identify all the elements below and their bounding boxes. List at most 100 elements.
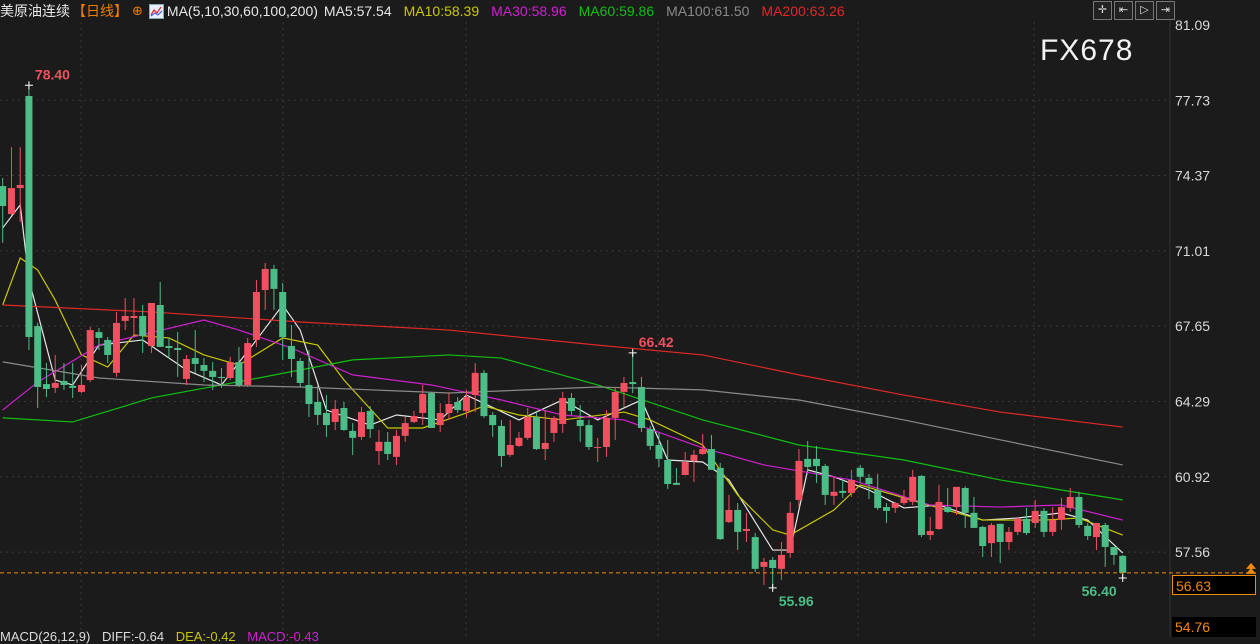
candle	[646, 425, 654, 450]
candle-body	[979, 526, 987, 547]
candle	[384, 432, 392, 461]
candle	[1066, 488, 1074, 512]
candle-body	[1005, 531, 1013, 542]
candle	[567, 393, 575, 415]
candle	[550, 416, 558, 442]
candle	[305, 350, 313, 417]
candle-body	[16, 184, 24, 189]
instrument-title: 美原油连续	[0, 3, 70, 19]
candle-body	[1031, 510, 1039, 523]
chart-header: 美原油连续 【日线】 ⊕ MA(5,10,30,60,100,200) MA5:…	[0, 0, 863, 22]
ma-line-ma100	[2, 361, 1123, 466]
candle	[401, 417, 409, 442]
candle-body	[576, 419, 584, 426]
candle-body	[821, 466, 829, 495]
candle-body	[725, 509, 733, 523]
candle-body	[322, 412, 330, 426]
candle-body	[961, 488, 969, 513]
candle	[830, 476, 838, 506]
candle	[909, 469, 917, 506]
candle-body	[130, 315, 138, 318]
candle-body	[182, 358, 190, 379]
jump-end-icon[interactable]: ⇥	[1156, 1, 1175, 20]
candle	[235, 346, 243, 387]
candle-body	[699, 449, 707, 454]
candle	[296, 358, 304, 387]
candle	[209, 362, 217, 390]
candle-body	[410, 416, 418, 422]
candle	[882, 503, 890, 523]
candle	[970, 496, 978, 528]
candle-body	[296, 361, 304, 383]
candle	[1031, 499, 1039, 528]
y-tick-label: 60.92	[1175, 469, 1210, 485]
candle-body	[86, 330, 94, 381]
jump-start-icon[interactable]: ⇤	[1114, 1, 1133, 20]
candle	[1110, 546, 1118, 565]
candle-body	[314, 401, 322, 415]
candle-body	[261, 268, 269, 290]
candles	[0, 85, 1127, 588]
candle	[419, 384, 427, 426]
candle-body	[681, 462, 689, 476]
candle-body	[515, 437, 523, 446]
candle-body	[174, 348, 182, 351]
ma-settings-icon[interactable]	[148, 3, 164, 19]
candle	[506, 419, 514, 457]
candle	[130, 298, 138, 338]
candle	[856, 464, 864, 483]
ma-value-ma30: MA30:58.96	[491, 3, 567, 19]
last-price-arrow-icon	[1246, 562, 1256, 574]
candle-body	[165, 345, 173, 349]
candle	[244, 337, 252, 387]
candle-body	[436, 412, 444, 426]
candle	[637, 376, 645, 433]
candle	[261, 262, 269, 310]
candle-body	[51, 382, 59, 388]
candle	[681, 451, 689, 476]
candle-body	[270, 268, 278, 289]
y-tick-label: 77.73	[1175, 92, 1210, 108]
candle-body	[34, 326, 42, 387]
candle	[1084, 522, 1092, 540]
candle	[392, 429, 400, 465]
candle	[1022, 507, 1030, 536]
candle	[480, 369, 488, 418]
candle	[594, 437, 602, 463]
candle	[156, 281, 164, 347]
candle-body	[996, 523, 1004, 542]
candle	[1101, 522, 1109, 567]
candle	[445, 393, 453, 420]
ma-value-ma10: MA10:58.39	[403, 3, 480, 19]
target-icon[interactable]: ⊕	[132, 3, 143, 18]
candle-body	[611, 391, 619, 418]
candle-body	[524, 417, 532, 438]
candle-body	[104, 339, 112, 355]
candle-body	[375, 441, 383, 452]
candle	[454, 397, 462, 413]
candle	[917, 475, 925, 538]
extreme-marker-icon	[628, 348, 637, 357]
play-icon[interactable]: ▷	[1135, 1, 1154, 20]
candle-body	[1092, 522, 1100, 538]
y-tick-label: 67.65	[1175, 318, 1210, 334]
period-selector[interactable]: 【日线】	[72, 3, 128, 19]
candle-body	[340, 408, 348, 430]
candle-body	[366, 410, 374, 430]
candle-body	[970, 512, 978, 528]
price-axis: 81.09 77.73 74.37 71.01 67.65 64.29 60.92 57.56	[1175, 17, 1210, 560]
ma-line-ma60	[2, 354, 1123, 501]
crosshair-icon[interactable]: ✛	[1093, 1, 1112, 20]
candle-body	[279, 292, 287, 338]
candle-body	[121, 315, 129, 321]
ma-value-ma5: MA5:57.54	[323, 3, 392, 19]
candle-body	[882, 507, 890, 511]
candle-body	[489, 414, 497, 426]
candle	[462, 389, 470, 418]
candle-body	[987, 524, 995, 544]
candle-body	[926, 531, 934, 536]
y-tick-label: 71.01	[1175, 243, 1210, 259]
candle-body	[707, 449, 715, 470]
candle	[847, 469, 855, 497]
